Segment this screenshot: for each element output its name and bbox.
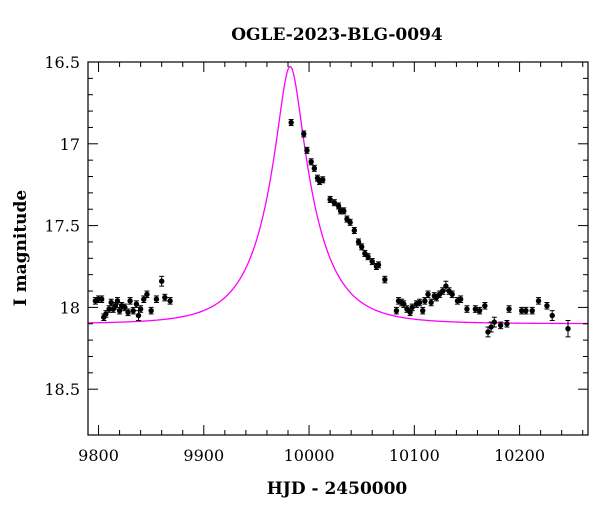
data-point [288, 119, 294, 126]
data-point [425, 291, 431, 298]
data-point [365, 253, 371, 260]
tick-labels: 9800 9900 10000 10100 10200 16.5 17 17.5 18 18.5 [44, 53, 545, 465]
data-point [153, 296, 160, 302]
data-point [449, 291, 455, 298]
data-point [549, 312, 555, 319]
data-point [311, 165, 318, 172]
data-point [98, 296, 105, 302]
chart-title: OGLE-2023-BLG-0094 [231, 25, 443, 45]
data-point [518, 307, 525, 314]
data-point [327, 196, 333, 203]
data-point [308, 159, 314, 165]
data-point [369, 258, 375, 265]
data-point [375, 262, 382, 268]
data-point [457, 296, 464, 302]
x-tick-label: 10100 [389, 446, 440, 465]
x-tick-label: 9800 [78, 446, 119, 465]
data-point [535, 298, 542, 304]
x-tick-label: 10000 [284, 446, 335, 465]
data-point [106, 306, 112, 312]
data-points [92, 119, 571, 338]
data-point [320, 177, 326, 183]
plot-area [87, 61, 589, 436]
data-point [133, 301, 140, 307]
data-point [301, 131, 307, 137]
data-point [127, 298, 133, 304]
data-point [523, 307, 529, 314]
data-point [347, 219, 353, 226]
model-curve [88, 65, 588, 325]
data-point [125, 309, 131, 316]
data-point [409, 304, 415, 311]
data-point [440, 288, 446, 294]
data-point [491, 319, 498, 325]
y-tick-label: 16.5 [44, 53, 80, 72]
data-point [358, 244, 365, 250]
data-point [420, 307, 426, 314]
data-point [476, 307, 483, 314]
data-point [304, 147, 310, 154]
data-point [464, 306, 470, 312]
data-point [331, 199, 338, 206]
x-tick-label: 9900 [183, 446, 224, 465]
y-tick-label: 17.5 [44, 217, 80, 236]
data-point [135, 312, 142, 319]
y-tick-label: 18.5 [44, 380, 80, 399]
data-point [416, 299, 423, 306]
y-tick-label: 17 [60, 135, 80, 154]
data-point [393, 307, 400, 314]
data-point [497, 322, 504, 329]
data-point [162, 294, 168, 301]
axis-ticks [88, 61, 588, 435]
data-point [544, 303, 550, 309]
data-point [428, 299, 434, 306]
data-point [485, 329, 491, 335]
data-point [130, 307, 136, 314]
y-axis-label: I magnitude [11, 190, 31, 307]
data-point [422, 298, 428, 304]
data-point [506, 306, 512, 312]
x-axis-label: HJD - 2450000 [267, 479, 408, 499]
data-point [108, 299, 114, 306]
data-point [565, 325, 571, 332]
data-point [382, 276, 388, 283]
data-point [488, 324, 494, 330]
data-point [137, 306, 144, 312]
data-point [351, 227, 358, 234]
data-point [114, 298, 121, 304]
data-point [148, 307, 154, 314]
data-point [482, 303, 488, 309]
data-point [158, 278, 165, 284]
y-tick-label: 18 [60, 298, 80, 317]
data-point [167, 298, 173, 304]
data-point [355, 239, 362, 245]
data-point [335, 203, 342, 209]
x-tick-label: 10200 [494, 446, 545, 465]
data-point [472, 306, 479, 312]
data-point [504, 321, 510, 327]
data-point [144, 291, 150, 298]
data-point [529, 307, 535, 314]
data-point [341, 208, 347, 214]
plot-frame [87, 61, 589, 436]
